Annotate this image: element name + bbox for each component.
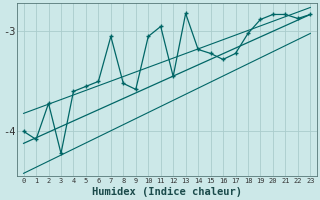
X-axis label: Humidex (Indice chaleur): Humidex (Indice chaleur) — [92, 186, 242, 197]
